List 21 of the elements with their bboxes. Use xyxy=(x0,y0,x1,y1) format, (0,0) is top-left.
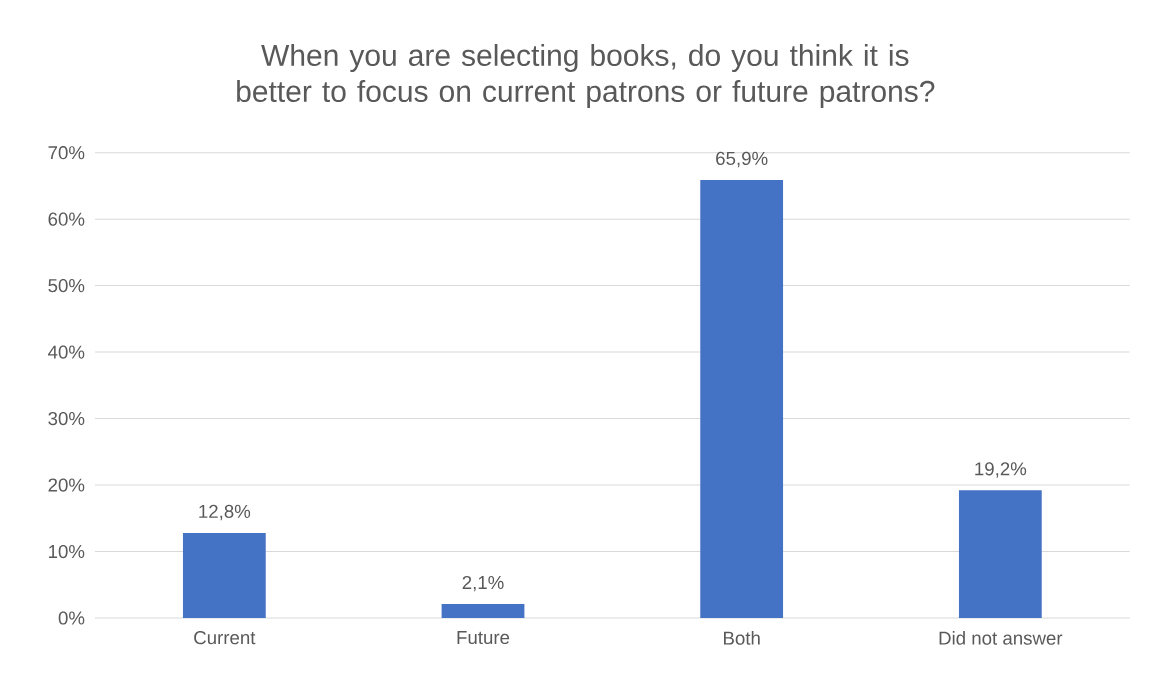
y-tick-label: 30% xyxy=(48,411,85,426)
x-tick-label: Future xyxy=(457,631,510,645)
bar xyxy=(700,179,784,618)
x-tick-label: Did not answer xyxy=(939,631,1063,645)
y-tick-label: 70% xyxy=(48,146,85,160)
y-tick-label: 50% xyxy=(48,279,85,293)
data-label: 2,1% xyxy=(462,575,504,592)
x-tick-label: Current xyxy=(194,631,256,645)
bar xyxy=(182,532,266,618)
chart-title: When you are selecting books, do you think it is better to focus on current patrons or future patrons? xyxy=(237,44,935,108)
x-tick-label: Both xyxy=(724,631,760,645)
y-tick-label: 20% xyxy=(48,478,85,492)
y-tick-label: 40% xyxy=(48,345,85,359)
bar xyxy=(958,490,1042,618)
y-tick-label: 0% xyxy=(58,611,85,625)
data-label: 19,2% xyxy=(975,462,1027,478)
data-label: 12,8% xyxy=(199,504,251,521)
y-tick-label: 60% xyxy=(48,212,85,226)
y-tick-label: 10% xyxy=(49,544,85,559)
bar xyxy=(441,604,525,618)
data-label: 65,9% xyxy=(716,151,768,168)
